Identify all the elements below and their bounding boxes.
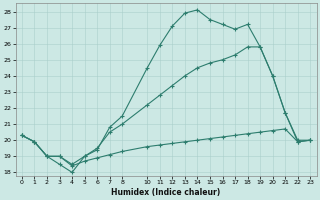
X-axis label: Humidex (Indice chaleur): Humidex (Indice chaleur) <box>111 188 221 197</box>
